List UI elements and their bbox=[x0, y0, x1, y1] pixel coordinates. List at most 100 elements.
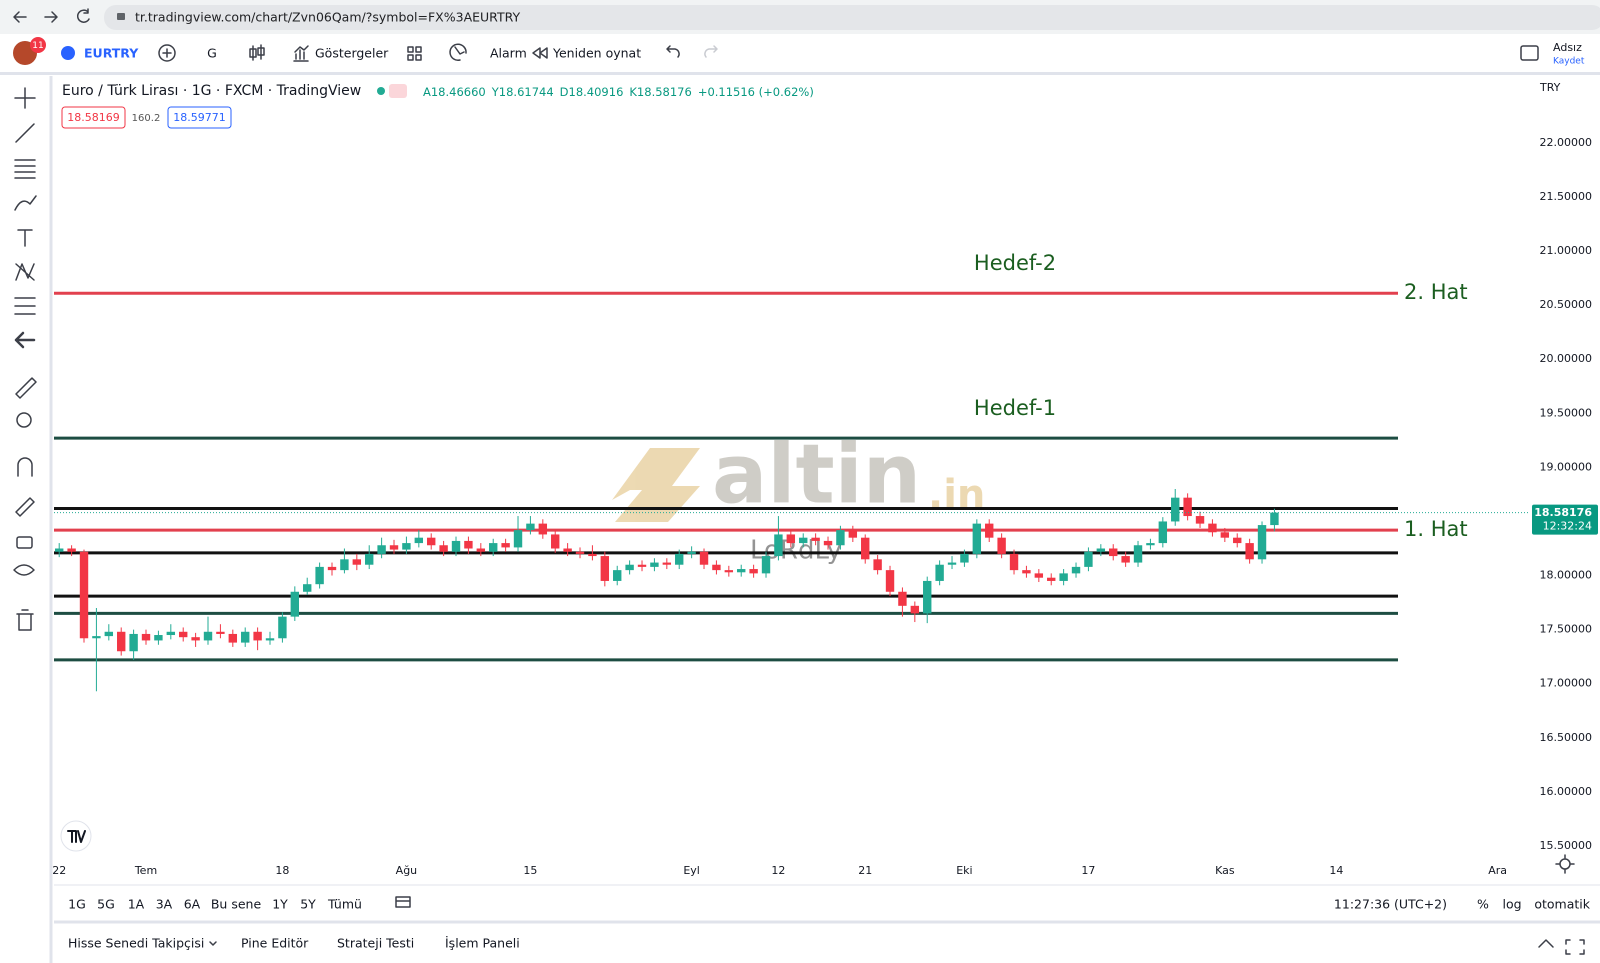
alert-icon bbox=[449, 43, 467, 61]
fib-tool[interactable] bbox=[14, 159, 36, 179]
candle-body bbox=[402, 543, 411, 550]
ruler-tool[interactable] bbox=[15, 377, 37, 399]
spread: 160.2 bbox=[132, 113, 161, 124]
candle-body bbox=[179, 631, 188, 638]
candle-body bbox=[935, 564, 944, 581]
ohlc-value: K18.58176 bbox=[629, 85, 691, 99]
candle-body bbox=[191, 637, 200, 641]
back-button[interactable] bbox=[13, 11, 27, 23]
ranges: 1G 5G 1A 3A 6A Bu sene 1Y 5Y Tümü bbox=[68, 897, 362, 912]
chart-pane bbox=[54, 77, 1600, 885]
range-button[interactable]: Bu sene bbox=[211, 897, 262, 912]
range-button[interactable]: 6A bbox=[184, 897, 201, 912]
candle-body bbox=[761, 556, 771, 574]
compare-button[interactable] bbox=[158, 44, 176, 62]
pattern-tool[interactable] bbox=[15, 263, 35, 281]
candle-body bbox=[786, 534, 796, 544]
y-tick-label: 21.50000 bbox=[1540, 190, 1593, 203]
range-button[interactable]: 1G bbox=[68, 897, 86, 912]
candle-body bbox=[985, 523, 994, 538]
buy-box[interactable] bbox=[167, 106, 232, 129]
log-toggle[interactable]: log bbox=[1502, 897, 1521, 912]
candle-body bbox=[538, 523, 548, 535]
maximize-panel[interactable] bbox=[1565, 939, 1585, 955]
candle-body bbox=[836, 530, 845, 546]
candle-body bbox=[749, 569, 758, 574]
hide-toolbar[interactable] bbox=[14, 331, 36, 349]
replay-button[interactable]: Yeniden oynat bbox=[552, 46, 641, 61]
indicators-button[interactable]: Göstergeler bbox=[315, 46, 389, 61]
x-tick-label: Ağu bbox=[396, 864, 417, 877]
prediction-tool[interactable] bbox=[14, 297, 36, 315]
auto-toggle[interactable]: otomatik bbox=[1534, 897, 1590, 912]
range-button[interactable]: 5G bbox=[97, 897, 115, 912]
brush-tool[interactable] bbox=[14, 195, 37, 211]
candle-body bbox=[1171, 497, 1180, 522]
candle-body bbox=[947, 562, 957, 565]
candle-body bbox=[166, 631, 176, 636]
zoom-tool[interactable] bbox=[16, 412, 32, 428]
range-bar bbox=[54, 887, 1600, 921]
range-button[interactable]: 1Y bbox=[272, 897, 288, 912]
watermark-brand: altin bbox=[712, 427, 921, 522]
crosshair-tool[interactable] bbox=[14, 87, 36, 109]
candle-body bbox=[885, 570, 895, 592]
undo-button[interactable] bbox=[666, 45, 680, 58]
settings-button[interactable] bbox=[1555, 854, 1575, 874]
trendline-tool[interactable] bbox=[15, 123, 35, 143]
lock-icon bbox=[117, 13, 125, 20]
y-tick-label: 16.00000 bbox=[1540, 785, 1593, 798]
watermark: altin .in bbox=[612, 427, 985, 522]
panel-tab[interactable]: Strateji Testi bbox=[337, 936, 414, 951]
clock[interactable]: 11:27:36 (UTC+2) bbox=[1334, 897, 1447, 912]
address-bar[interactable] bbox=[104, 5, 1600, 30]
range-button[interactable]: 5Y bbox=[300, 897, 316, 912]
candle-body bbox=[1034, 573, 1044, 578]
candle-body bbox=[588, 553, 597, 557]
candle-body bbox=[1059, 573, 1068, 581]
y-tick-label: 17.00000 bbox=[1540, 677, 1593, 690]
symbol[interactable]: EURTRY bbox=[84, 46, 139, 61]
candle-body bbox=[774, 534, 783, 557]
visibility-tool[interactable] bbox=[13, 564, 35, 576]
countdown-label: 12:32:24 bbox=[1543, 520, 1592, 533]
lock-tool[interactable] bbox=[16, 536, 33, 549]
remove-tool[interactable] bbox=[16, 609, 34, 631]
currency[interactable]: TRY bbox=[1539, 81, 1561, 94]
ohlc-value: A18.46660 bbox=[423, 85, 486, 99]
save-button[interactable]: Kaydet bbox=[1553, 57, 1585, 67]
sell-box[interactable] bbox=[61, 106, 126, 129]
interval[interactable]: G bbox=[207, 46, 217, 61]
y-tick-label: 19.50000 bbox=[1540, 406, 1593, 419]
stay-drawing-tool[interactable] bbox=[15, 497, 35, 517]
text-tool[interactable] bbox=[17, 229, 33, 247]
magnet-tool[interactable] bbox=[17, 457, 33, 477]
forward-button[interactable] bbox=[44, 11, 58, 23]
candle-body bbox=[340, 559, 349, 571]
range-button[interactable]: 1A bbox=[128, 897, 145, 912]
date-range-button[interactable] bbox=[395, 896, 411, 908]
y-tick-label: 15.50000 bbox=[1540, 839, 1593, 852]
candle-body bbox=[1121, 556, 1130, 563]
percent-toggle[interactable]: % bbox=[1477, 897, 1489, 912]
alert-button[interactable]: Alarm bbox=[490, 46, 527, 61]
layout-button[interactable] bbox=[407, 46, 422, 61]
collapse-panel[interactable] bbox=[1538, 939, 1554, 948]
tab-dropdown[interactable] bbox=[209, 941, 217, 946]
panel-tab[interactable]: Pine Editör bbox=[241, 936, 309, 951]
fullscreen-button[interactable] bbox=[1520, 45, 1539, 61]
chart-style-button[interactable] bbox=[249, 44, 265, 61]
reload-button[interactable] bbox=[76, 8, 90, 23]
x-tick-label: Tem bbox=[134, 864, 157, 877]
redo-button[interactable] bbox=[704, 45, 718, 58]
candle-body bbox=[216, 631, 225, 634]
candle-body bbox=[923, 580, 932, 614]
candle-body bbox=[1109, 548, 1118, 557]
layout-name[interactable]: Adsız bbox=[1553, 41, 1582, 54]
range-button[interactable]: Tümü bbox=[327, 897, 362, 912]
candle-body bbox=[129, 633, 138, 652]
candle-body bbox=[997, 537, 1006, 554]
panel-tab[interactable]: Hisse Senedi Takipçisi bbox=[68, 936, 204, 951]
panel-tab[interactable]: İşlem Paneli bbox=[445, 936, 520, 951]
range-button[interactable]: 3A bbox=[156, 897, 173, 912]
